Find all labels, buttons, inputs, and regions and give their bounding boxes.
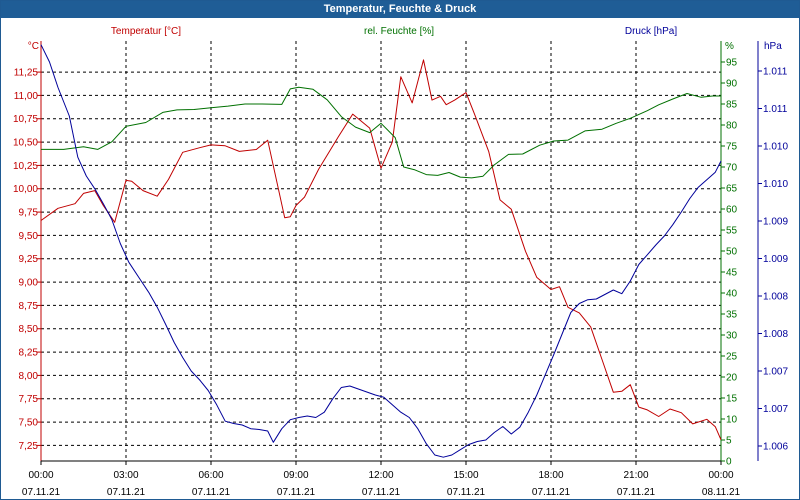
- date-tick-label: 07.11.21: [277, 487, 316, 498]
- humidity-tick-label: 60: [726, 205, 738, 216]
- unit-pressure: hPa: [764, 41, 782, 52]
- pressure-series-line: [40, 44, 722, 458]
- time-tick-label: 09:00: [283, 470, 308, 481]
- pressure-tick-label: 1.007: [763, 404, 788, 415]
- date-tick-label: 07.11.21: [447, 487, 486, 498]
- humidity-tick-label: 70: [726, 163, 738, 174]
- temperature-tick-label: 8,00: [19, 371, 39, 382]
- humidity-tick-label: 10: [726, 415, 738, 426]
- time-axis-ticks: 00:00 07.11.21 03:00 07.11.21 06:00 07.11.21 0…: [22, 461, 741, 498]
- date-tick-label: 07.11.21: [192, 487, 231, 498]
- pressure-tick-label: 1.009: [763, 217, 788, 228]
- date-tick-label: 08.11.21: [702, 487, 741, 498]
- humidity-tick-label: 35: [726, 310, 738, 321]
- legend-temperature: Temperatur [°C]: [111, 26, 181, 37]
- legends: Temperatur [°C] rel. Feuchte [%] Druck […: [111, 26, 677, 37]
- series-layer: [40, 44, 722, 458]
- time-tick-label: 06:00: [198, 470, 223, 481]
- humidity-tick-label: 0: [726, 457, 732, 468]
- temperature-tick-label: 10,75: [13, 114, 38, 125]
- plot-frame: [40, 41, 759, 462]
- humidity-tick-label: 90: [726, 79, 738, 90]
- pressure-tick-label: 1.010: [763, 179, 788, 190]
- time-tick-label: 03:00: [113, 470, 138, 481]
- temperature-tick-label: 7,50: [19, 418, 39, 429]
- pressure-tick-label: 1.009: [763, 254, 788, 265]
- unit-humidity: %: [725, 41, 734, 52]
- humidity-tick-label: 5: [726, 436, 732, 447]
- temperature-tick-label: 9,75: [19, 208, 39, 219]
- pressure-tick-label: 1.006: [763, 442, 788, 453]
- temperature-tick-label: 11,00: [14, 91, 39, 102]
- time-tick-label: 15:00: [453, 470, 478, 481]
- humidity-tick-label: 95: [726, 58, 738, 69]
- temperature-tick-label: 9,00: [19, 278, 39, 289]
- humidity-tick-label: 55: [726, 226, 738, 237]
- temperature-tick-label: 7,25: [19, 441, 39, 452]
- temperature-tick-label: 8,25: [19, 348, 39, 359]
- axis-units: °C % hPa: [28, 41, 782, 52]
- temperature-tick-label: 9,50: [19, 231, 39, 242]
- unit-temperature: °C: [28, 41, 39, 52]
- time-tick-label: 00:00: [28, 470, 53, 481]
- date-tick-label: 07.11.21: [22, 487, 61, 498]
- humidity-tick-label: 80: [726, 121, 738, 132]
- temperature-tick-label: 8,75: [19, 301, 39, 312]
- time-tick-label: 00:00: [708, 470, 733, 481]
- humidity-tick-label: 40: [726, 289, 738, 300]
- humidity-tick-label: 85: [726, 100, 738, 111]
- pressure-axis-ticks: 1.011 1.011 1.010 1.010 1.009 1.009 1.008 1.008…: [758, 67, 788, 453]
- humidity-tick-label: 75: [726, 142, 738, 153]
- humidity-tick-label: 65: [726, 184, 738, 195]
- pressure-tick-label: 1.011: [763, 67, 788, 78]
- pressure-tick-label: 1.011: [763, 104, 788, 115]
- time-tick-label: 18:00: [538, 470, 563, 481]
- date-tick-label: 07.11.21: [617, 487, 656, 498]
- pressure-tick-label: 1.007: [763, 367, 788, 378]
- temperature-tick-label: 10,00: [13, 184, 38, 195]
- humidity-tick-label: 15: [726, 394, 738, 405]
- humidity-series-line: [41, 86, 721, 179]
- temperature-tick-label: 11,25: [14, 68, 39, 79]
- temperature-tick-label: 8,50: [19, 324, 39, 335]
- humidity-tick-label: 45: [726, 268, 738, 279]
- time-tick-label: 21:00: [623, 470, 648, 481]
- chart-title: Temperatur, Feuchte & Druck: [1, 1, 799, 18]
- humidity-tick-label: 50: [726, 247, 738, 258]
- pressure-tick-label: 1.010: [763, 142, 788, 153]
- pressure-tick-label: 1.008: [763, 329, 788, 340]
- time-tick-label: 12:00: [368, 470, 393, 481]
- date-tick-label: 07.11.21: [532, 487, 571, 498]
- humidity-tick-label: 30: [726, 331, 738, 342]
- temperature-tick-label: 10,25: [13, 161, 38, 172]
- temperature-tick-label: 10,50: [13, 138, 38, 149]
- temperature-series-line: [40, 59, 722, 440]
- date-tick-label: 07.11.21: [107, 487, 146, 498]
- date-tick-label: 07.11.21: [362, 487, 401, 498]
- legend-humidity: rel. Feuchte [%]: [364, 26, 434, 37]
- temperature-tick-label: 7,75: [19, 394, 39, 405]
- legend-pressure: Druck [hPa]: [625, 26, 677, 37]
- temperature-tick-label: 9,25: [19, 254, 39, 265]
- humidity-tick-label: 20: [726, 373, 738, 384]
- pressure-tick-label: 1.008: [763, 292, 788, 303]
- humidity-tick-label: 25: [726, 352, 738, 363]
- grid: [41, 41, 721, 461]
- temperature-axis-ticks: 11,25 11,00 10,75 10,50 10,25 10,00 9,75 9,50 9,…: [13, 68, 41, 452]
